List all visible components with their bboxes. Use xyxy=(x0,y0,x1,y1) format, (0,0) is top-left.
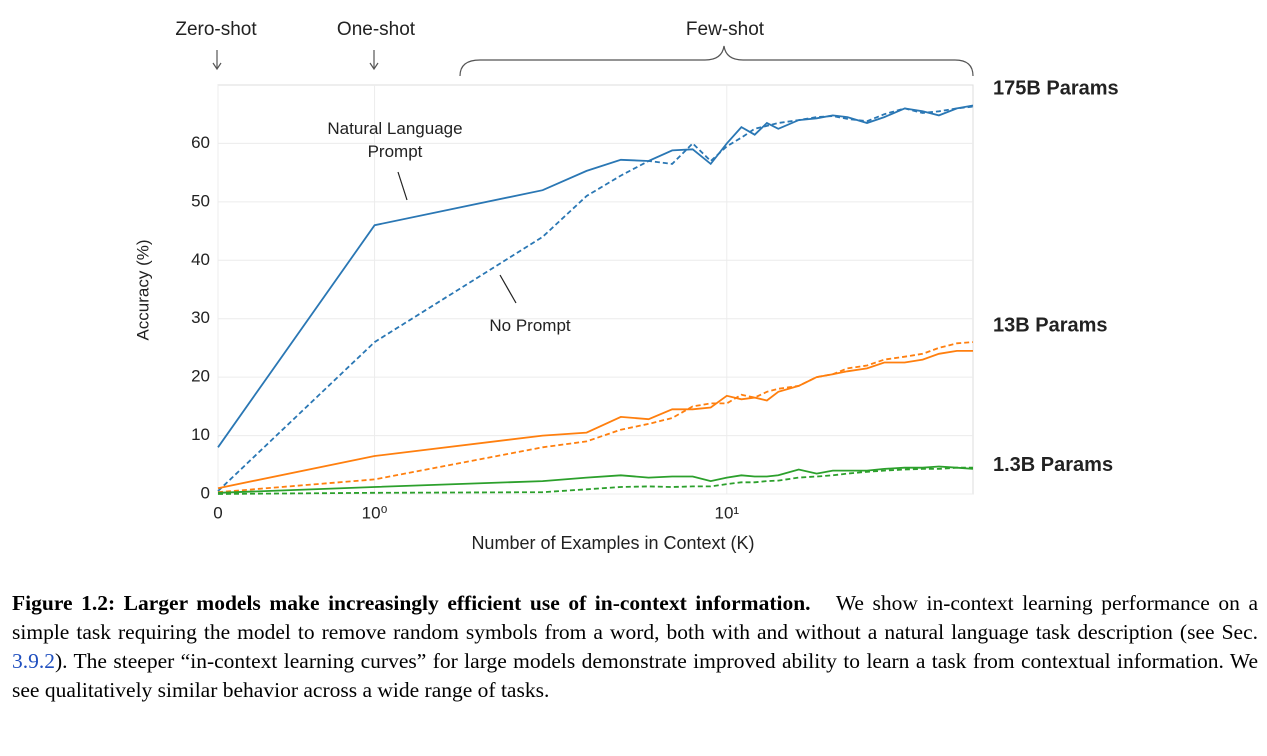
x-axis-label: Number of Examples in Context (K) xyxy=(471,533,754,553)
y-tick-label: 20 xyxy=(191,367,210,386)
chart: Zero-shot One-shot Few-shot Accuracy (%)… xyxy=(133,19,1119,553)
x-tick-label: 0 xyxy=(213,503,222,522)
series-label: 175B Params xyxy=(993,78,1119,100)
caption-label: Figure 1.2: Larger models make increasin… xyxy=(12,591,811,615)
y-tick-label: 0 xyxy=(201,483,210,502)
caption-reference[interactable]: 3.9.2 xyxy=(12,649,55,673)
shot-arrows xyxy=(212,45,974,77)
plot: 0 10 20 30 40 50 60 0 10⁰ 10¹ xyxy=(191,85,974,522)
no-prompt-line xyxy=(217,105,974,492)
annotation-pointer xyxy=(397,171,408,201)
prompt-line xyxy=(217,104,974,448)
y-tick-label: 50 xyxy=(191,191,210,210)
x-tick-label: 10¹ xyxy=(715,503,740,522)
y-tick-label: 10 xyxy=(191,425,210,444)
y-tick-label: 40 xyxy=(191,250,210,269)
prompt-line xyxy=(217,465,974,494)
no-prompt-annotation: No Prompt xyxy=(489,316,571,335)
series-label: 13B Params xyxy=(993,314,1108,336)
annotation-pointer xyxy=(499,274,517,304)
y-axis-label: Accuracy (%) xyxy=(133,239,152,340)
prompt-annotation: Natural Language Prompt xyxy=(327,119,463,161)
y-tick-label: 30 xyxy=(191,308,210,327)
few-shot-label: Few-shot xyxy=(686,19,765,40)
no-prompt-line xyxy=(217,341,974,494)
no-prompt-line xyxy=(217,466,973,495)
zero-shot-label: Zero-shot xyxy=(175,19,257,40)
series-label: 1.3B Params xyxy=(993,454,1113,476)
y-tick-label: 60 xyxy=(191,133,210,152)
one-shot-label: One-shot xyxy=(337,19,416,40)
caption-text: ). The steeper “in-context learning curv… xyxy=(12,649,1258,702)
x-tick-label: 10⁰ xyxy=(362,503,388,522)
caption-text: We show in-context learning performance … xyxy=(12,591,1258,644)
few-shot-brace xyxy=(459,45,974,77)
prompt-line xyxy=(217,350,973,490)
caption: Figure 1.2: Larger models make increasin… xyxy=(12,589,1258,705)
